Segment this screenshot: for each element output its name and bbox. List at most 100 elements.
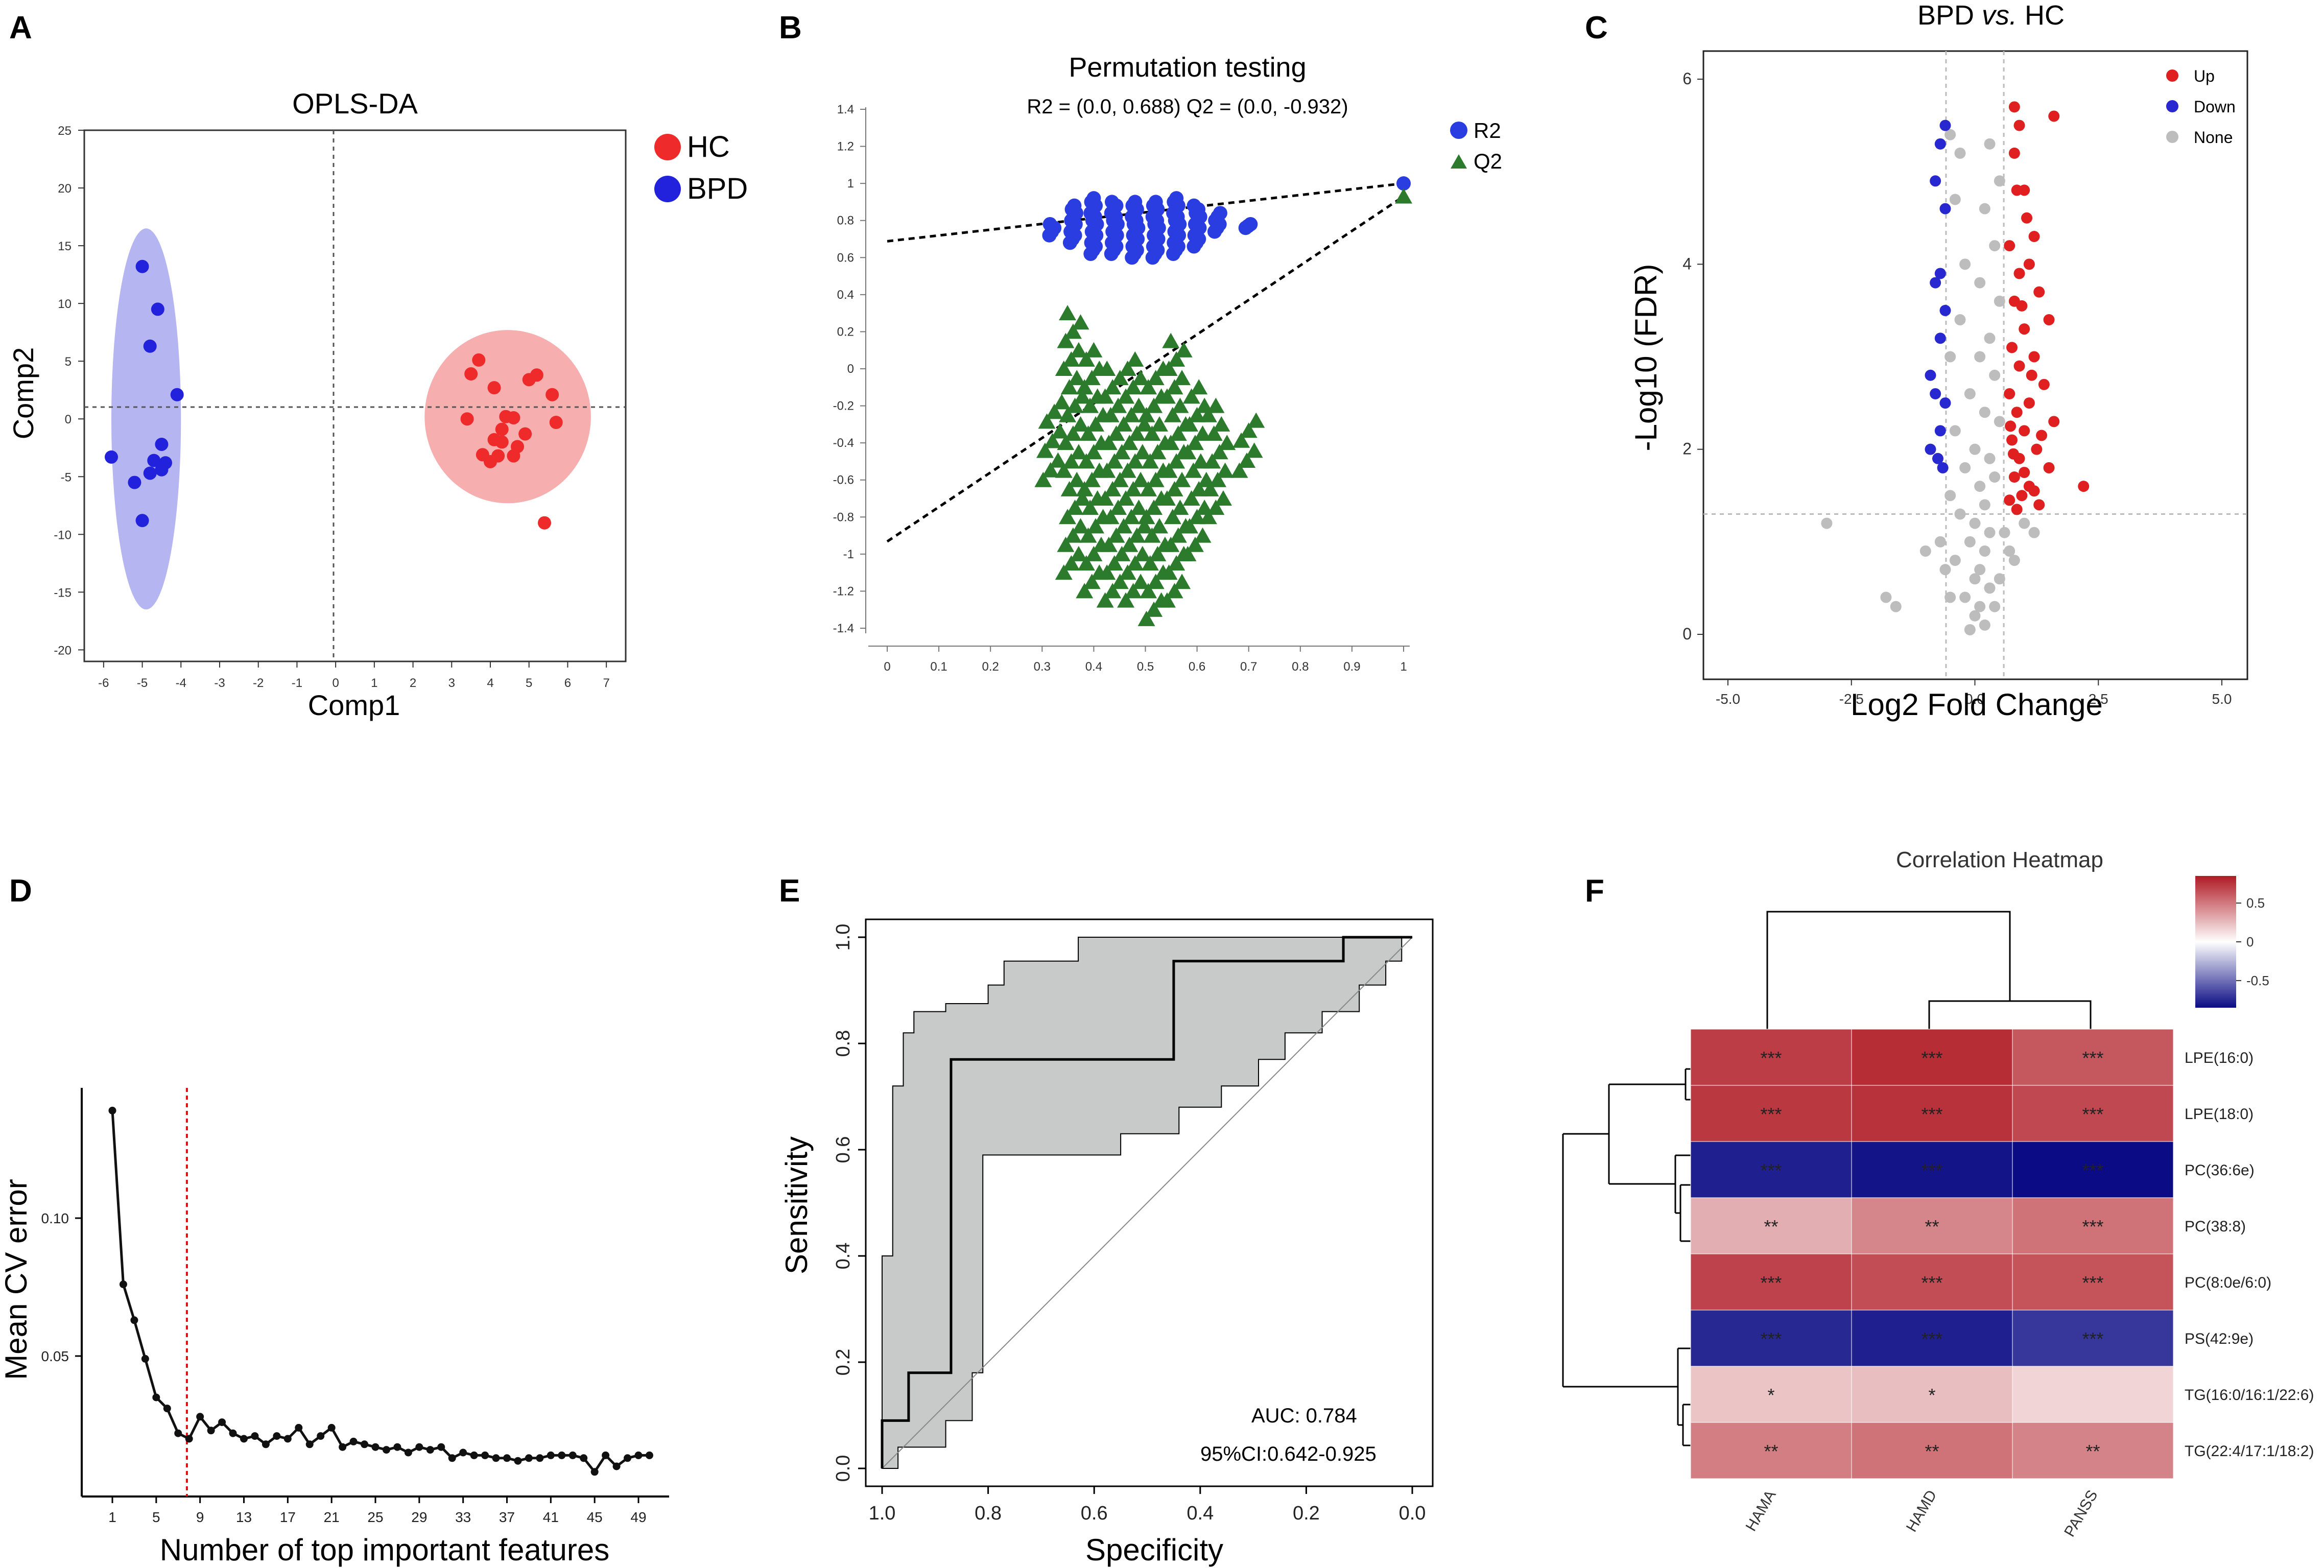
q2-point <box>1164 509 1181 525</box>
q2-point <box>1140 583 1157 599</box>
q2-point <box>1107 425 1125 441</box>
q2-point <box>1171 397 1189 413</box>
q2-point <box>1055 462 1073 478</box>
q2-point <box>1083 574 1101 589</box>
cv-error-point <box>580 1454 588 1462</box>
q2-point <box>1194 425 1212 441</box>
cv-error-point <box>393 1443 401 1451</box>
y-tick-label: 1.4 <box>837 103 854 116</box>
point-up <box>2005 420 2017 432</box>
y-tick-label: -20 <box>54 644 72 657</box>
q2-point <box>1247 412 1265 428</box>
q2-point <box>1141 453 1159 469</box>
q2-point <box>1119 564 1136 580</box>
q2-point <box>1124 583 1142 599</box>
q2-point <box>1162 435 1180 450</box>
cv-error-point <box>634 1451 643 1459</box>
q2-point <box>1207 397 1225 413</box>
point-up <box>2033 286 2045 298</box>
panel-c-title-main: BPD <box>1917 0 1974 31</box>
q2-point <box>1074 388 1092 404</box>
cv-error-point <box>174 1429 182 1437</box>
point-up <box>2028 485 2040 497</box>
q2-point <box>1100 536 1118 552</box>
point-none <box>1969 610 1981 622</box>
point-up <box>2048 416 2060 427</box>
q2-point <box>1070 342 1087 358</box>
q2-point <box>1205 425 1223 441</box>
panel-a-legend: HC BPD <box>654 130 748 205</box>
significance-mark: *** <box>2082 1104 2103 1125</box>
q2-point <box>1160 361 1178 376</box>
r2-point <box>1187 198 1201 213</box>
significance-mark: ** <box>2085 1441 2100 1462</box>
point-hc <box>472 353 486 367</box>
point-down <box>1930 277 1941 289</box>
point-none <box>1979 545 1990 557</box>
significance-mark: *** <box>1760 1048 1782 1068</box>
cv-error-point <box>590 1468 599 1476</box>
q2-point <box>1102 407 1120 422</box>
x-tick-label: 6 <box>564 676 571 690</box>
panel-f-colorbar: 0.5 0 -0.5 <box>2195 876 2269 1008</box>
q2-point <box>1199 407 1217 422</box>
panel-c-thresholds <box>1703 51 2247 679</box>
panel-c-y-ticks: 0 2 4 6 <box>1682 69 1703 643</box>
panel-b-legend: R2 Q2 <box>1450 118 1502 173</box>
x-tick-label: 4 <box>487 676 493 690</box>
point-hc <box>464 367 478 381</box>
panel-c-x-ticks: -5.0 -2.5 0.0 2.5 5.0 <box>1716 679 2232 707</box>
y-tick-label: 5 <box>65 355 72 369</box>
q2-point <box>1105 555 1123 571</box>
q2-point <box>1055 361 1073 376</box>
q2-point <box>1104 583 1122 599</box>
point-none <box>1944 490 1956 502</box>
x-tick-label: 1 <box>1400 660 1407 674</box>
q2-point <box>1076 379 1094 395</box>
q2-point <box>1077 453 1095 469</box>
cv-error-point <box>525 1454 533 1462</box>
significance-mark: ** <box>1925 1216 1939 1237</box>
q2-point <box>1113 545 1131 561</box>
q2-point <box>1143 527 1161 543</box>
y-tick-label: 0 <box>847 362 854 376</box>
q2-point <box>1143 425 1161 441</box>
y-tick-label: 1.2 <box>837 140 854 154</box>
x-tick-label: 3 <box>448 676 455 690</box>
y-tick-label: -1 <box>843 548 854 561</box>
q2-point <box>1133 545 1151 561</box>
x-tick-label: -2 <box>253 676 264 690</box>
point-up <box>2043 314 2055 326</box>
q2-point <box>1133 444 1151 460</box>
point-none <box>1979 203 1990 215</box>
point-none <box>1989 601 2001 612</box>
heatmap-cell <box>2012 1141 2174 1198</box>
x-tick-label: 0.4 <box>1085 660 1102 674</box>
cv-error-point <box>547 1451 555 1459</box>
x-tick-label: 1 <box>108 1509 116 1525</box>
point-none <box>2019 517 2030 529</box>
y-tick-label: 2 <box>1682 440 1692 458</box>
point-down <box>1937 462 1949 473</box>
point-hc <box>460 412 474 426</box>
cv-error-point <box>459 1448 467 1457</box>
point-none <box>1979 407 1990 418</box>
q2-point <box>1109 500 1127 515</box>
r2-point-original <box>1396 176 1411 191</box>
point-up <box>2011 184 2023 196</box>
q2-point <box>1164 407 1181 422</box>
panel-d: D 1 5 9 13 17 21 25 29 33 37 41 45 49 0.05 0.10 Numbe… <box>0 873 669 1567</box>
point-up <box>2038 378 2050 390</box>
q2-point <box>1201 481 1219 496</box>
point-up <box>2008 471 2020 483</box>
heatmap-cell <box>1690 1085 1852 1142</box>
q2-point <box>1160 462 1178 478</box>
row-dendro-lpe-leaves <box>1686 1068 1691 1101</box>
legend-down-label: Down <box>2194 98 2236 116</box>
q2-point <box>1096 490 1114 506</box>
cv-error-point <box>415 1443 423 1451</box>
point-hc <box>549 416 563 429</box>
point-hc <box>522 373 536 387</box>
point-down <box>1939 397 1951 409</box>
x-tick-label: 0.3 <box>1034 660 1051 674</box>
